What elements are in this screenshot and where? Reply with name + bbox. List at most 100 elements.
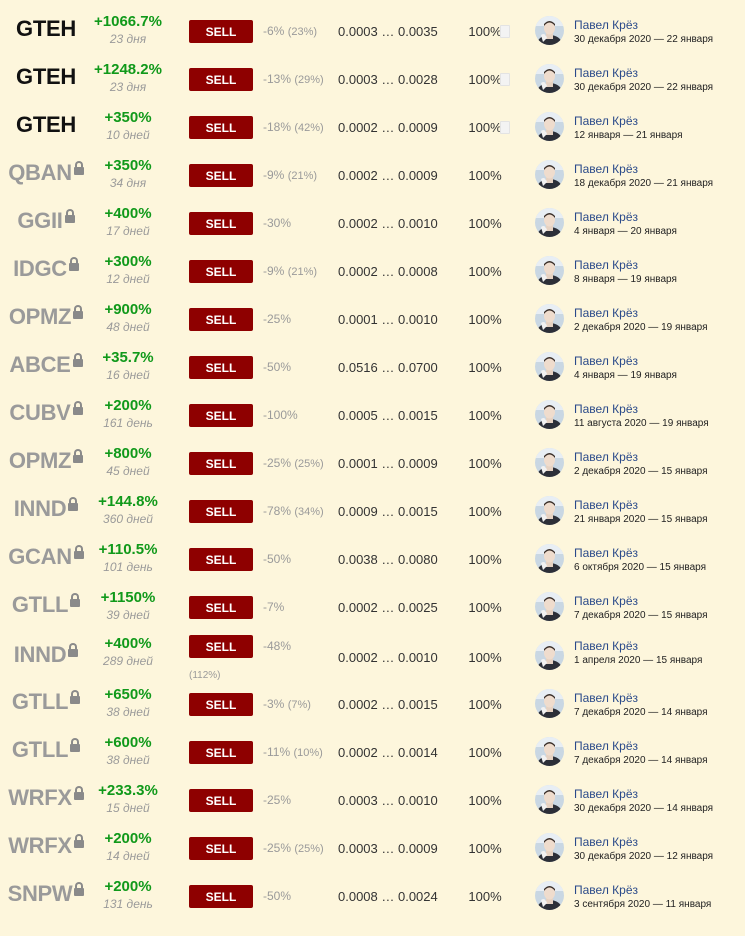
sell-button[interactable]: SELL [189, 596, 253, 619]
sell-button[interactable]: SELL [189, 635, 253, 658]
author-name[interactable]: Павел Крёз [574, 306, 638, 320]
avatar[interactable] [535, 352, 564, 381]
date-range: 30 декабря 2020 — 22 января [574, 34, 714, 45]
lock-icon [70, 690, 81, 705]
ticker-symbol[interactable]: SNPW [0, 881, 92, 907]
drawdown-max: (25%) [294, 458, 324, 470]
holding-days: 23 дня [109, 80, 147, 94]
date-range: 3 сентября 2020 — 11 января [574, 899, 712, 910]
avatar[interactable] [535, 641, 564, 670]
sell-button[interactable]: SELL [189, 164, 253, 187]
ticker-symbol[interactable]: GTLL [0, 737, 92, 763]
ticker-symbol[interactable]: QBAN [0, 160, 92, 186]
list-item: INND +400% 289 дней SELL -48% (112%) 0.0002 … … [0, 631, 745, 681]
author-name[interactable]: Павел Крёз [574, 162, 638, 176]
ticker-symbol[interactable]: GTEH [0, 16, 92, 42]
ticker-symbol[interactable]: WRFX [0, 785, 92, 811]
document-icon[interactable] [500, 25, 510, 38]
sell-button[interactable]: SELL [189, 885, 253, 908]
author-name[interactable]: Павел Крёз [574, 66, 638, 80]
ticker-symbol[interactable]: WRFX [0, 833, 92, 859]
sell-button[interactable]: SELL [189, 404, 253, 427]
avatar[interactable] [535, 304, 564, 333]
sell-button[interactable]: SELL [189, 260, 253, 283]
position-percent: 100% [468, 120, 502, 135]
sell-button[interactable]: SELL [189, 212, 253, 235]
sell-button[interactable]: SELL [189, 837, 253, 860]
ticker-symbol[interactable]: GGII [0, 208, 92, 234]
author-name[interactable]: Павел Крёз [574, 18, 638, 32]
avatar[interactable] [535, 16, 564, 45]
author-name[interactable]: Павел Крёз [574, 546, 638, 560]
sell-button[interactable]: SELL [189, 452, 253, 475]
avatar[interactable] [535, 737, 564, 766]
author-name[interactable]: Павел Крёз [574, 835, 638, 849]
ticker-symbol[interactable]: CUBV [0, 400, 92, 426]
ticker-symbol[interactable]: GTEH [0, 112, 92, 138]
sell-button[interactable]: SELL [189, 20, 253, 43]
author-name[interactable]: Павел Крёз [574, 498, 638, 512]
author-name[interactable]: Павел Крёз [574, 739, 638, 753]
position-percent: 100% [468, 504, 502, 519]
date-range: 18 декабря 2020 — 21 января [574, 178, 714, 189]
avatar[interactable] [535, 112, 564, 141]
sell-button[interactable]: SELL [189, 356, 253, 379]
author-name[interactable]: Павел Крёз [574, 402, 638, 416]
document-icon[interactable] [500, 73, 510, 86]
avatar[interactable] [535, 496, 564, 525]
author-name[interactable]: Павел Крёз [574, 691, 638, 705]
sell-button[interactable]: SELL [189, 500, 253, 523]
drawdown-value: -3% [263, 697, 285, 711]
author-name[interactable]: Павел Крёз [574, 354, 638, 368]
drawdown: -25% (25%) [263, 456, 324, 470]
sell-button[interactable]: SELL [189, 308, 253, 331]
avatar[interactable] [535, 689, 564, 718]
avatar[interactable] [535, 785, 564, 814]
drawdown: -9% (21%) [263, 168, 317, 182]
avatar[interactable] [535, 592, 564, 621]
author-name[interactable]: Павел Крёз [574, 594, 638, 608]
drawdown-max: (23%) [287, 26, 318, 38]
ticker-symbol[interactable]: ABCE [0, 352, 92, 378]
author-name[interactable]: Павел Крёз [574, 639, 638, 653]
drawdown: -13% (29%) [263, 72, 324, 86]
author-name[interactable]: Павел Крёз [574, 210, 638, 224]
avatar[interactable] [535, 160, 564, 189]
author-name[interactable]: Павел Крёз [574, 883, 638, 897]
avatar[interactable] [535, 544, 564, 573]
avatar[interactable] [535, 400, 564, 429]
holding-days: 38 дней [106, 753, 150, 767]
position-percent: 100% [468, 552, 502, 567]
avatar[interactable] [535, 256, 564, 285]
sell-button[interactable]: SELL [189, 68, 253, 91]
author-name[interactable]: Павел Крёз [574, 114, 638, 128]
sell-button[interactable]: SELL [189, 741, 253, 764]
ticker-symbol[interactable]: IDGC [0, 256, 92, 282]
avatar[interactable] [535, 881, 564, 910]
sell-button[interactable]: SELL [189, 789, 253, 812]
drawdown: -6% (23%) [263, 24, 317, 38]
list-item: WRFX +200% 14 дней SELL -25% (25%) 0.0003 … 0… [0, 824, 745, 872]
ticker-symbol[interactable]: OPMZ [0, 448, 92, 474]
avatar[interactable] [535, 64, 564, 93]
author-name[interactable]: Павел Крёз [574, 258, 638, 272]
ticker-symbol[interactable]: GCAN [0, 544, 92, 570]
author-name[interactable]: Павел Крёз [574, 450, 638, 464]
avatar[interactable] [535, 208, 564, 237]
sell-button[interactable]: SELL [189, 548, 253, 571]
author-name[interactable]: Павел Крёз [574, 787, 638, 801]
ticker-symbol[interactable]: INND [0, 496, 92, 522]
position-percent: 100% [468, 650, 502, 665]
ticker-symbol[interactable]: OPMZ [0, 304, 92, 330]
ticker-symbol[interactable]: GTLL [0, 592, 92, 618]
sell-button[interactable]: SELL [189, 116, 253, 139]
ticker-symbol[interactable]: GTLL [0, 689, 92, 715]
sell-button[interactable]: SELL [189, 693, 253, 716]
gain-percent: +800% [104, 445, 152, 462]
document-icon[interactable] [500, 121, 510, 134]
ticker-symbol[interactable]: INND [0, 642, 92, 668]
avatar[interactable] [535, 833, 564, 862]
avatar[interactable] [535, 448, 564, 477]
ticker-symbol[interactable]: GTEH [0, 64, 92, 90]
price-range: 0.0002 … 0.0010 [338, 650, 438, 665]
